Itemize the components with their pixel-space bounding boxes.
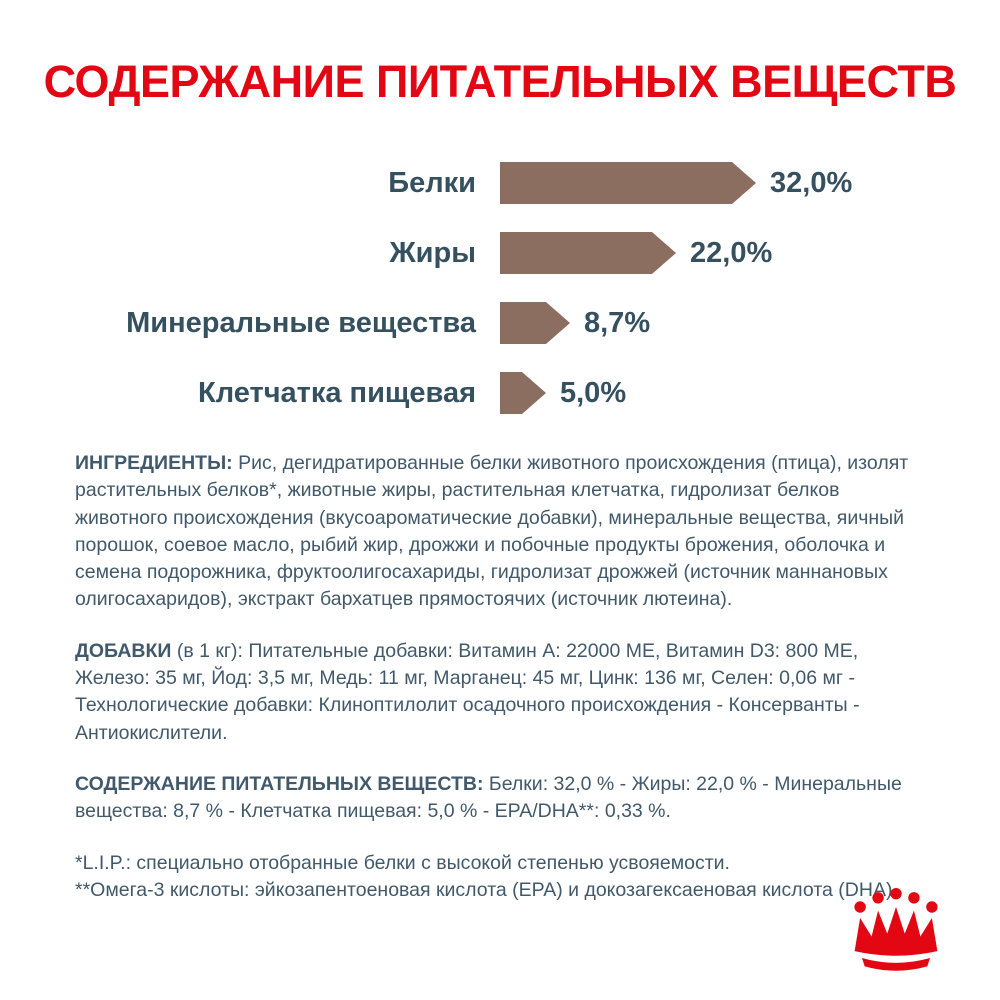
analysis-text: Белки: 32,0 % - Жиры: 22,0 % - Минеральн… xyxy=(75,772,902,823)
bar xyxy=(500,372,546,414)
crown-icon xyxy=(854,887,938,971)
bar-value-label: 5,0% xyxy=(560,376,627,409)
footnote-lip: *L.I.P.: специально отобранные белки с в… xyxy=(75,851,730,874)
additives-text: Питательные добавки: Витамин A: 22000 МЕ… xyxy=(75,639,860,744)
bar-value-label: 22,0% xyxy=(690,236,773,269)
bar-category-label: Жиры xyxy=(389,236,476,269)
royal-canin-crown-logo xyxy=(850,884,942,976)
additives-paragraph: ДОБАВКИ (в 1 кг): Питательные добавки: В… xyxy=(75,638,922,747)
label-text-sections: ИНГРЕДИЕНТЫ: Рис, дегидратированные белк… xyxy=(0,450,1000,904)
bar-row: Минеральные вещества 8,7% xyxy=(75,302,925,344)
bar xyxy=(500,232,676,274)
bar-row: Клетчатка пищевая 5,0% xyxy=(75,372,925,414)
ingredients-paragraph: ИНГРЕДИЕНТЫ: Рис, дегидратированные белк… xyxy=(75,450,922,614)
bar-row: Белки 32,0% xyxy=(75,162,925,204)
ingredients-text: Рис, дегидратированные белки животного п… xyxy=(75,452,909,611)
analysis-paragraph: СОДЕРЖАНИЕ ПИТАТЕЛЬНЫХ ВЕЩЕСТВ: Белки: 3… xyxy=(75,771,922,826)
footnote-omega3: **Омега-3 кислоты: эйкозапентоеновая кис… xyxy=(75,878,898,901)
bar xyxy=(500,302,570,344)
bar-value-label: 8,7% xyxy=(584,306,651,339)
bar-value-label: 32,0% xyxy=(770,166,853,199)
bar-category-label: Минеральные вещества xyxy=(126,306,476,339)
analysis-label: СОДЕРЖАНИЕ ПИТАТЕЛЬНЫХ ВЕЩЕСТВ: xyxy=(75,772,484,795)
additives-label: ДОБАВКИ xyxy=(75,639,172,662)
ingredients-label: ИНГРЕДИЕНТЫ: xyxy=(75,452,233,474)
bar-row: Жиры 22,0% xyxy=(75,232,925,274)
bar-category-label: Белки xyxy=(388,166,476,199)
footnotes: *L.I.P.: специально отобранные белки с в… xyxy=(75,850,922,905)
additives-label-suffix: (в 1 кг): xyxy=(176,639,243,662)
page-title: СОДЕРЖАНИЕ ПИТАТЕЛЬНЫХ ВЕЩЕСТВ xyxy=(43,56,957,107)
bar-category-label: Клетчатка пищевая xyxy=(198,376,476,409)
bar xyxy=(500,162,756,204)
nutrient-bar-chart: Белки 32,0% Жиры 22,0% Минеральные вещества 8… xyxy=(0,162,1000,414)
